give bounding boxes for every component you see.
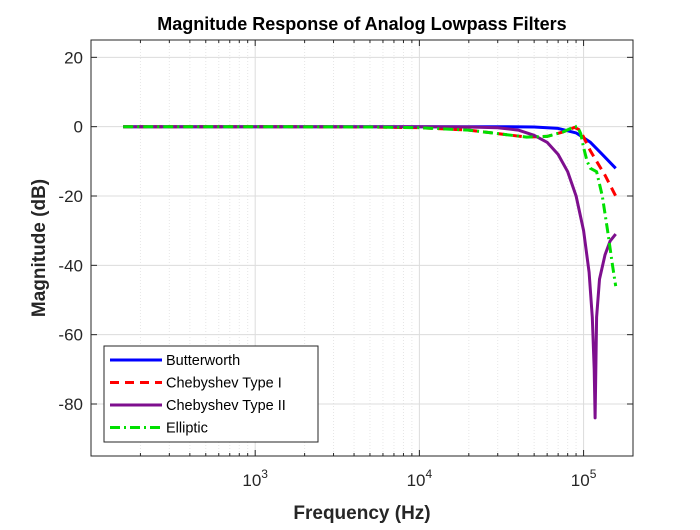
y-tick-label: -40	[58, 256, 83, 275]
legend: Butterworth Chebyshev Type I Chebyshev Typ…	[103, 345, 319, 443]
series-line-elliptic	[123, 125, 618, 287]
legend-label: Elliptic	[166, 421, 208, 437]
x-axis-label: Frequency (Hz)	[293, 503, 430, 524]
x-tick-label: 104	[407, 467, 433, 490]
series-line-chebyshev-type-ii	[123, 125, 617, 420]
y-tick-label: -20	[58, 187, 83, 206]
y-tick-label: 0	[74, 118, 83, 137]
y-tick-label: -60	[58, 326, 83, 345]
grid-layer	[90, 40, 634, 456]
legend-label: Chebyshev Type I	[166, 376, 282, 392]
legend-label: Chebyshev Type II	[166, 398, 286, 414]
x-tick-label: 103	[242, 467, 268, 490]
legend-label: Butterworth	[166, 353, 240, 369]
chart-title: Magnitude Response of Analog Lowpass Fil…	[157, 14, 566, 34]
y-tick-label: -80	[58, 395, 83, 414]
tick-layer: 20 0 -20 -40 -60 -80 103 104 105	[58, 40, 634, 490]
x-tick-label: 105	[571, 467, 597, 490]
y-axis-label: Magnitude (dB)	[29, 179, 50, 317]
plot-frame	[90, 39, 634, 457]
y-tick-label: 20	[64, 48, 83, 67]
series-layer	[123, 125, 618, 420]
